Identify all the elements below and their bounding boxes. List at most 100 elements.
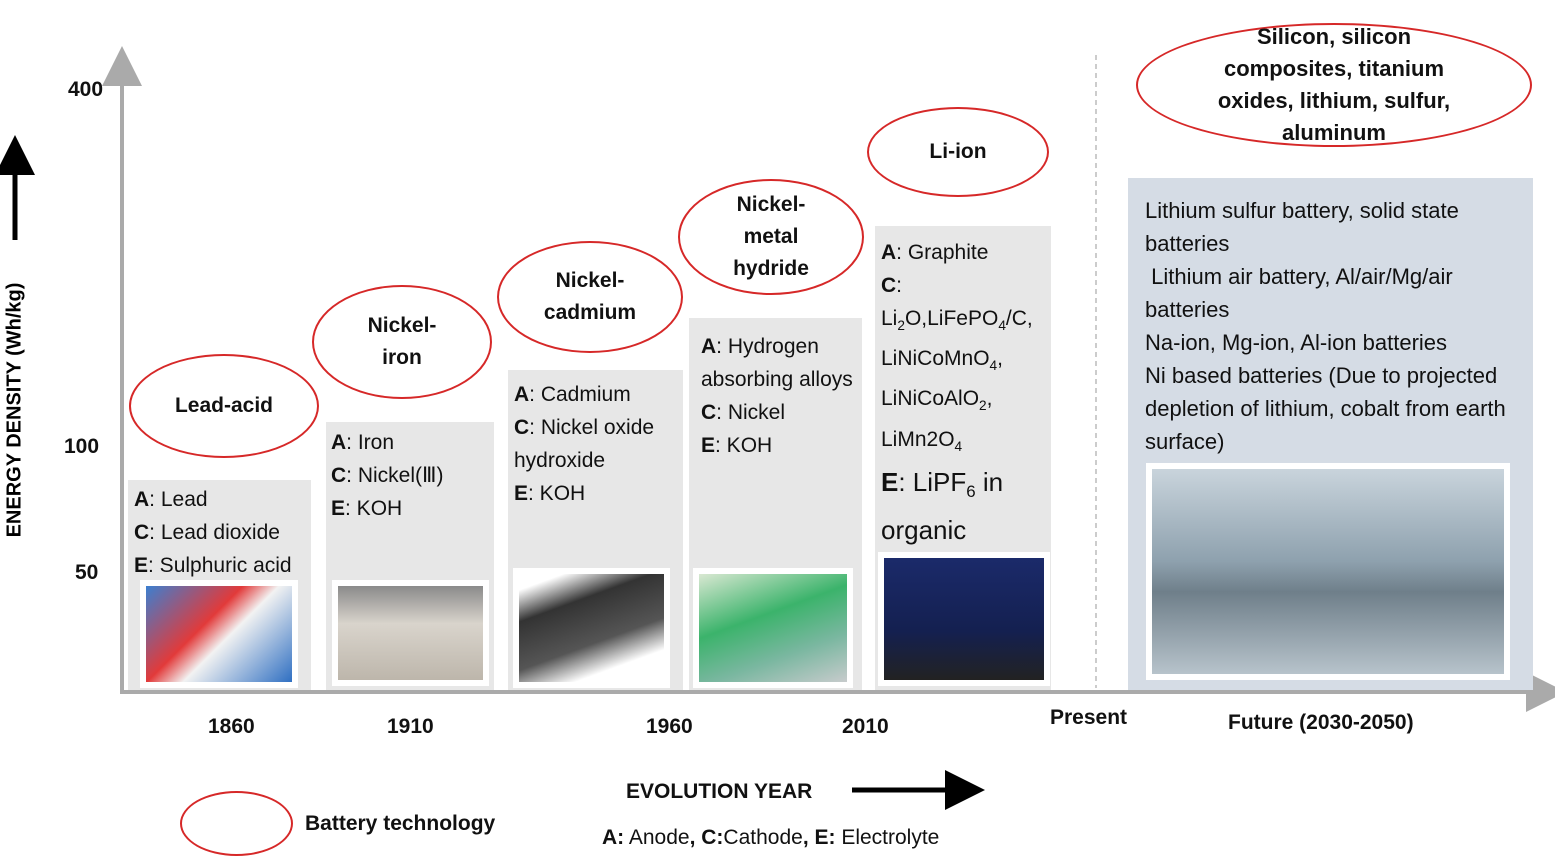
text-part: 4	[954, 438, 963, 454]
key-part: Electrolyte	[835, 826, 940, 849]
component-key: C	[701, 401, 717, 424]
image-fill	[699, 574, 847, 682]
future-batteries: Lithium sulfur battery, solid state batt…	[1145, 194, 1515, 458]
text-part: : Graphite	[896, 241, 989, 264]
battery-image	[878, 552, 1050, 686]
text-part: Li	[881, 307, 898, 330]
legend-symbol	[180, 791, 293, 856]
x-tick: 2010	[842, 715, 889, 738]
image-fill	[146, 586, 292, 682]
component-key: A	[701, 335, 717, 358]
component: E: KOH	[514, 477, 679, 510]
component-key: E	[514, 482, 529, 505]
component-key: E	[134, 554, 149, 577]
component-key: E	[701, 434, 716, 457]
component: C:	[881, 269, 1049, 302]
text-part: O,LiFePO	[904, 307, 999, 330]
text-part: : KOH	[715, 434, 773, 457]
text-part: 4	[989, 358, 998, 374]
component: C: Nickel oxide hydroxide	[514, 411, 679, 477]
text-part: : Sulphuric acid	[148, 554, 292, 577]
component-key: E	[331, 497, 346, 520]
component: LiMn2O4	[881, 423, 1049, 463]
components: A: Iron C: Nickel(Ⅲ) E: KOH	[331, 426, 491, 525]
x-tick: 1960	[646, 715, 693, 738]
battery-image	[513, 568, 670, 688]
text-part: LiMn2O	[881, 427, 955, 451]
component: C: Nickel(Ⅲ)	[331, 459, 491, 492]
component: E: KOH	[331, 492, 491, 525]
component-key: C	[514, 416, 530, 439]
component-key: C	[881, 274, 897, 297]
text-part: : Lead	[149, 488, 208, 511]
components: A: Graphite C: Li2O,LiFePO4/C, LiNiCoMnO4, L…	[881, 236, 1049, 589]
text-part: /C,	[1005, 307, 1033, 330]
component: A: Iron	[331, 426, 491, 459]
x-tick: Future (2030-2050)	[1228, 711, 1414, 734]
component: C: Lead dioxide	[134, 516, 314, 549]
battery-image	[332, 580, 489, 686]
components: A: Lead C: Lead dioxide E: Sulphuric acid	[134, 483, 314, 582]
tech-name: Nickel-cadmium	[497, 241, 683, 353]
text-part: : Nickel(Ⅲ)	[346, 464, 444, 487]
text-part: : Hydrogen absorbing alloys	[701, 335, 853, 391]
text-part: : Lead dioxide	[149, 521, 280, 544]
component-key: A	[881, 241, 897, 264]
component: Li2O,LiFePO4/C,	[881, 302, 1049, 342]
component: A: Cadmium	[514, 378, 679, 411]
component-key: A	[331, 431, 347, 454]
y-tick: 400	[68, 78, 104, 101]
text-part: : Cadmium	[529, 383, 631, 406]
text-part: : Nickel	[716, 401, 786, 424]
key-part: , C:	[689, 826, 724, 849]
legend-label: Battery technology	[305, 812, 496, 835]
future-battery: Lithium sulfur battery, solid state batt…	[1145, 198, 1465, 256]
components: A: Hydrogen absorbing alloys C: Nickel E: …	[701, 330, 856, 462]
component-key: A	[134, 488, 150, 511]
battery-image	[140, 580, 298, 688]
tech-name: Li-ion	[867, 107, 1049, 197]
text-part: LiNiCoAlO	[881, 387, 980, 411]
component: E: Sulphuric acid	[134, 549, 314, 582]
key-part: Anode	[624, 826, 690, 849]
component: C: Nickel	[701, 396, 856, 429]
component-key: C	[134, 521, 150, 544]
x-tick: Present	[1050, 706, 1128, 729]
text-part: ,	[986, 387, 993, 411]
component-key: E	[881, 466, 899, 497]
image-fill	[338, 586, 483, 680]
battery-image	[693, 568, 853, 688]
x-axis-label: EVOLUTION YEAR	[626, 780, 813, 803]
text-part: 4	[998, 318, 1006, 334]
y-tick: 50	[75, 561, 99, 584]
key-part: , E:	[802, 826, 836, 849]
future-battery: Lithium air battery, Al/air/Mg/air batte…	[1145, 264, 1459, 322]
component: A: Graphite	[881, 236, 1049, 269]
component: LiNiCoAlO2,	[881, 382, 1049, 422]
key-part: A:	[602, 826, 625, 849]
future-materials: Silicon, silicon composites, titanium ox…	[1136, 23, 1532, 147]
x-tick: 1860	[208, 715, 255, 738]
y-axis-label: ENERGY DENSITY (Wh/kg)	[3, 283, 25, 538]
future-battery: Ni based batteries (Due to projected dep…	[1145, 363, 1512, 454]
text-part: : KOH	[345, 497, 403, 520]
component: A: Lead	[134, 483, 314, 516]
component-key: A	[514, 383, 530, 406]
component-key: C	[331, 464, 347, 487]
text-part: : Iron	[346, 431, 395, 454]
x-tick: 1910	[387, 715, 434, 738]
components: A: Cadmium C: Nickel oxide hydroxide E: KO…	[514, 378, 679, 510]
text-part: ,	[997, 347, 1003, 371]
tech-name: Nickel-iron	[312, 285, 492, 399]
component: E: KOH	[701, 429, 856, 462]
text-part: 2	[897, 318, 905, 334]
tech-name: Lead-acid	[129, 354, 319, 458]
text-part: : KOH	[528, 482, 586, 505]
future-image	[1146, 463, 1510, 680]
text-part: LiNiCoMnO	[881, 347, 990, 371]
text-part: :	[896, 274, 903, 297]
component: A: Hydrogen absorbing alloys	[701, 330, 856, 396]
key-part: Cathode	[723, 826, 803, 849]
